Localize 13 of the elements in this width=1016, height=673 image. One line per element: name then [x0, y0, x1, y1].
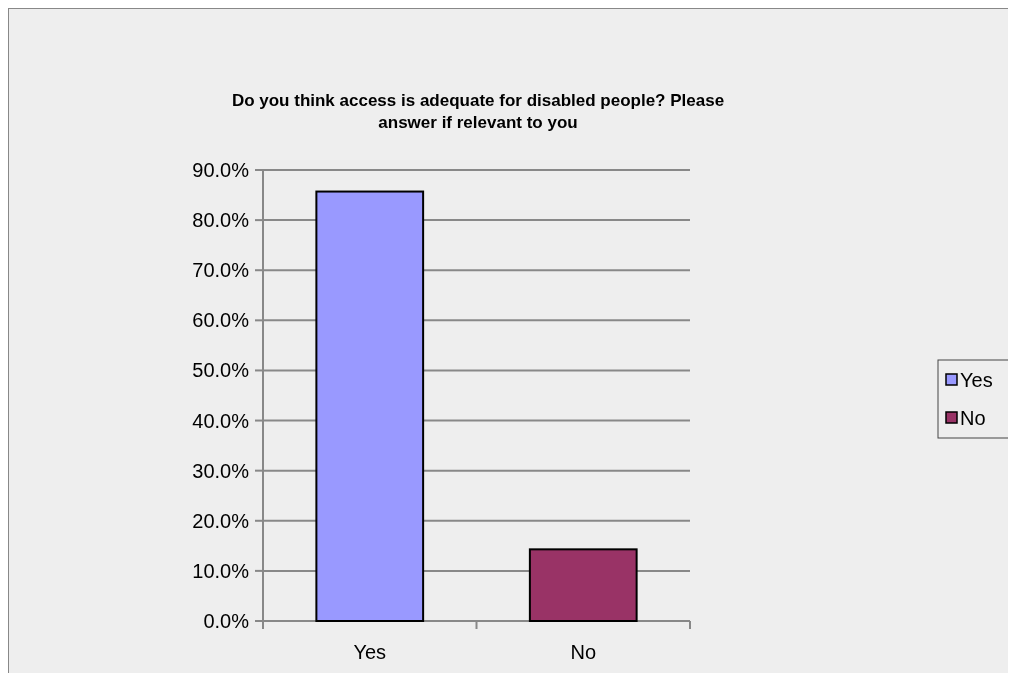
y-tick-label: 20.0% — [192, 509, 250, 532]
y-tick-label: 80.0% — [192, 209, 250, 232]
chart-title: Do you think access is adequate for disabled people? Please answer if relevant to you — [231, 91, 725, 132]
y-tick-label: 60.0% — [192, 309, 250, 332]
y-tick-label: 30.0% — [192, 459, 250, 482]
legend-label: No — [960, 407, 986, 429]
y-tick-label: 10.0% — [192, 559, 250, 582]
y-tick-label: 70.0% — [192, 259, 250, 282]
y-tick-label: 40.0% — [192, 409, 250, 432]
y-tick-label: 50.0% — [192, 359, 250, 382]
y-tick-label: 0.0% — [203, 610, 250, 632]
y-tick-label: 90.0% — [192, 159, 250, 181]
legend-label: Yes — [960, 369, 993, 391]
